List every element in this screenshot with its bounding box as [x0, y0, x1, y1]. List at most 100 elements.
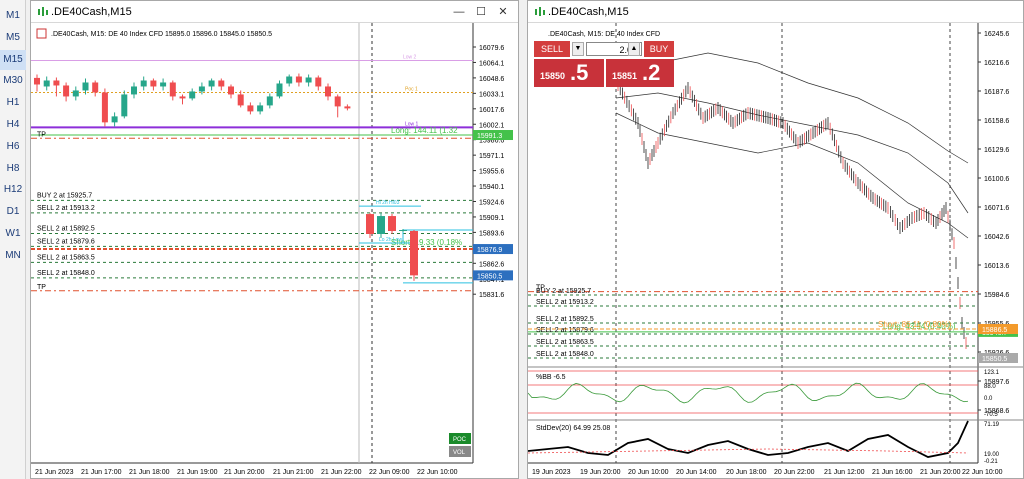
time-label: 19 Jun 2023 — [532, 469, 571, 476]
stddev-level-label: 19.00 — [984, 452, 1000, 458]
left-chart-window: .DE40Cash,M15 — ☐ ✕ .DE40Cash, M15: DE 4… — [30, 0, 519, 479]
time-label: 21 Jun 2023 — [35, 469, 74, 476]
maximize-icon[interactable]: ☐ — [476, 6, 486, 18]
left-candle — [169, 82, 176, 97]
timeframe-h12[interactable]: H12 — [3, 184, 23, 196]
timeframe-m15[interactable]: M15 — [0, 49, 26, 70]
buy-price-button[interactable]: 15851 .2 — [606, 59, 674, 87]
price-label: 16100.6 — [984, 176, 1009, 183]
price-label: 16064.1 — [479, 60, 504, 67]
sell-price-small: 15850 — [540, 71, 566, 81]
minimize-icon[interactable]: — — [453, 6, 465, 18]
price-label: 15955.6 — [479, 169, 504, 176]
time-label: 19 Jun 20:00 — [580, 469, 621, 476]
order-label[interactable]: SELL 2 at 15913.2 — [536, 299, 594, 306]
chart-info: .DE40Cash, M15: DE 40 Index CFD — [548, 31, 660, 38]
order-label[interactable]: SELL 2 at 15863.5 — [37, 254, 95, 261]
order-label[interactable]: SELL 2 at 15848.0 — [536, 351, 594, 358]
right-chart-area[interactable]: .DE40Cash, M15: DE 40 Index CFD 16245.6 16… — [528, 23, 1023, 478]
price-label: 16216.6 — [984, 60, 1009, 67]
time-label: 22 Jun 10:00 — [962, 469, 1003, 476]
time-label: 21 Jun 19:00 — [177, 469, 218, 476]
order-label[interactable]: SELL 2 at 15892.5 — [37, 225, 95, 232]
price-label: 16245.6 — [984, 31, 1009, 38]
left-chart-svg[interactable]: .DE40Cash, M15: DE 40 Index CFD 15895.0 … — [31, 23, 518, 478]
right-window-title: .DE40Cash,M15 — [548, 6, 629, 18]
timeframe-mn[interactable]: MN — [5, 249, 21, 261]
stddev-label: StdDev(20) 64.99 25.08 — [536, 425, 610, 432]
timeframe-bar: M1 M5 M15 M30 H1 H4 H6 H8 H12 D1 W1 MN — [0, 0, 26, 479]
left-candle — [276, 83, 283, 97]
last-price-text: 15850.5 — [477, 273, 502, 280]
volume-up-arrow[interactable]: ▲ — [628, 42, 640, 56]
bb-level-label: 88.0 — [984, 384, 996, 390]
left-session2-candle — [399, 230, 407, 232]
sell-price-button[interactable]: 15850 .5 — [534, 59, 604, 87]
order-label[interactable]: SELL 2 at 15879.6 — [536, 327, 594, 334]
left-candle — [305, 77, 312, 83]
tp-label: TP — [37, 131, 46, 138]
timeframe-m5[interactable]: M5 — [6, 31, 20, 43]
timeframe-w1[interactable]: W1 — [5, 228, 21, 239]
timeframe-d1[interactable]: D1 — [6, 206, 20, 218]
right-chart-svg[interactable]: .DE40Cash, M15: DE 40 Index CFD 16245.6 16… — [528, 23, 1023, 478]
buy-button[interactable]: BUY — [644, 41, 674, 57]
right-window-titlebar[interactable]: .DE40Cash,M15 — [528, 1, 1023, 23]
buy-price-small: 15851 — [612, 71, 638, 81]
time-label: 21 Jun 20:00 — [224, 469, 265, 476]
close-icon[interactable]: ✕ — [498, 6, 508, 18]
price-label: 16048.6 — [479, 76, 504, 83]
timeframe-h1[interactable]: H1 — [6, 97, 20, 109]
order-label[interactable]: SELL 2 at 15863.5 — [536, 339, 594, 346]
short-price-tag — [473, 244, 513, 255]
price-label: 16187.6 — [984, 89, 1009, 96]
price-label: 16002.1 — [479, 122, 504, 129]
stddev-signal-line — [528, 448, 969, 454]
left-candle — [140, 80, 147, 87]
vol-badge[interactable] — [449, 446, 471, 457]
volume-down-arrow[interactable]: ▼ — [572, 42, 584, 56]
order-label[interactable]: SELL 2 at 15892.5 — [536, 316, 594, 323]
price-label: 16017.6 — [479, 107, 504, 114]
timeframe-m1[interactable]: M1 — [6, 10, 20, 21]
left-session2-candle — [388, 216, 396, 232]
long-price-tag — [473, 130, 513, 141]
timeframe-h4[interactable]: H4 — [6, 119, 20, 130]
order-label[interactable]: SELL 2 at 15848.0 — [37, 270, 95, 277]
left-candle — [43, 80, 50, 87]
bb-level-label: 123.1 — [984, 370, 1000, 376]
short-label: Short: 86.11 (0.80%) — [878, 320, 952, 329]
long-label: Long: 43.94 (0.40%) — [883, 322, 956, 331]
price-label: 15940.1 — [479, 184, 504, 191]
time-label: 21 Jun 21:00 — [273, 469, 314, 476]
last-price-text: 15850.5 — [982, 356, 1007, 363]
left-candle — [189, 91, 196, 99]
order-label[interactable]: BUY 2 at 15925.7 — [37, 192, 92, 199]
timeframe-h6[interactable]: H6 — [6, 140, 20, 152]
poc-badge[interactable] — [449, 433, 471, 444]
price-label: 15897.6 — [984, 379, 1009, 386]
left-candle — [325, 86, 331, 97]
left-candle — [247, 105, 254, 112]
price-label: 15868.6 — [984, 408, 1009, 415]
price-label: 15984.6 — [984, 292, 1009, 299]
chart-app-icon — [38, 7, 48, 16]
left-candle — [72, 90, 79, 97]
symbol-icon — [36, 28, 47, 39]
left-candle — [53, 80, 60, 86]
time-label: 20 Jun 10:00 — [628, 469, 669, 476]
left-candle — [92, 82, 99, 93]
left-candle — [198, 86, 205, 92]
left-candle — [131, 86, 137, 95]
left-candle — [150, 80, 157, 87]
order-label[interactable]: SELL 2 at 15913.2 — [37, 205, 95, 212]
order-label[interactable]: BUY 2 at 15925.7 — [536, 288, 591, 295]
left-candle — [34, 77, 40, 85]
sell-button[interactable]: SELL — [534, 41, 570, 57]
timeframe-h8[interactable]: H8 — [6, 162, 20, 174]
left-chart-area[interactable]: .DE40Cash, M15: DE 40 Index CFD 15895.0 … — [31, 23, 518, 478]
order-label[interactable]: SELL 2 at 15879.6 — [37, 238, 95, 245]
long-price-text: 15991.3 — [477, 133, 502, 140]
timeframe-m30[interactable]: M30 — [3, 75, 23, 87]
left-window-titlebar[interactable]: .DE40Cash,M15 — ☐ ✕ — [31, 1, 518, 23]
